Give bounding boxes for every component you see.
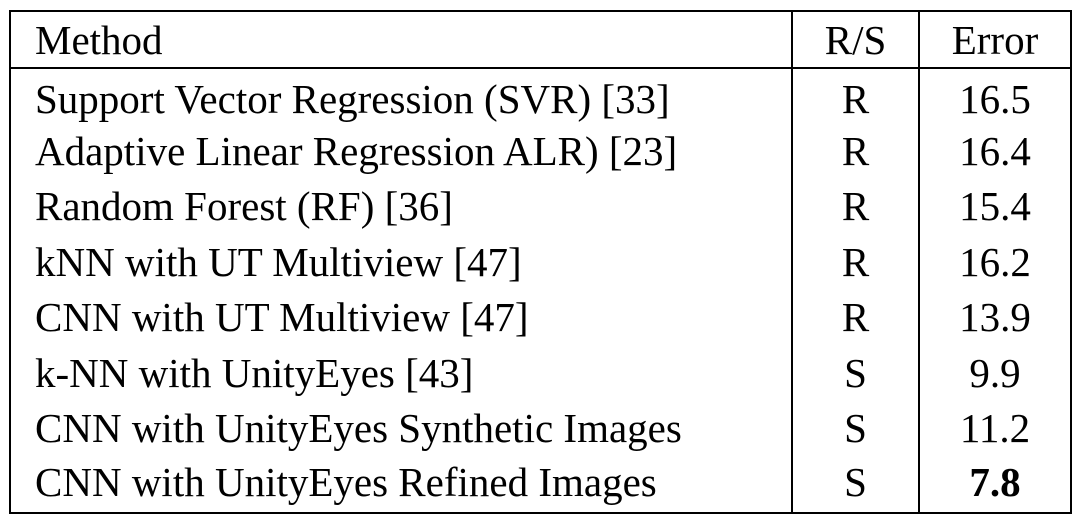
rs-cell: S <box>792 345 920 401</box>
header-rs: R/S <box>792 12 920 69</box>
method-cell: Adaptive Linear Regression ALR) [23] <box>11 123 793 179</box>
error-cell: 16.4 <box>959 127 1031 174</box>
error-cell: 9.9 <box>969 349 1021 396</box>
error-cell: 15.4 <box>959 183 1031 230</box>
table-row: CNN with UnityEyes Refined Images S 7.8 <box>11 456 1070 512</box>
rs-cell: R <box>792 234 920 290</box>
rs-cell: R <box>792 179 920 235</box>
header-method: Method <box>11 12 793 69</box>
header-row: Method R/S Error <box>11 12 1070 69</box>
error-cell: 11.2 <box>959 405 1031 452</box>
table-row: kNN with UT Multiview [47] R 16.2 <box>11 234 1070 290</box>
error-cell: 16.5 <box>959 75 1031 122</box>
method-cell: CNN with UnityEyes Refined Images <box>11 456 793 512</box>
best-error-cell: 7.8 <box>969 458 1021 505</box>
method-cell: Random Forest (RF) [36] <box>11 179 793 235</box>
method-cell: CNN with UT Multiview [47] <box>11 290 793 346</box>
table-row: Adaptive Linear Regression ALR) [23] R 1… <box>11 123 1070 179</box>
comparison-table: Method R/S Error Support Vector Regressi… <box>11 12 1070 512</box>
table-row: CNN with UT Multiview [47] R 13.9 <box>11 290 1070 346</box>
error-cell: 16.2 <box>959 238 1031 285</box>
table-row: Random Forest (RF) [36] R 15.4 <box>11 179 1070 235</box>
rs-cell: S <box>792 456 920 512</box>
results-table: Method R/S Error Support Vector Regressi… <box>9 10 1072 514</box>
error-cell: 13.9 <box>959 294 1031 341</box>
rs-cell: S <box>792 401 920 457</box>
method-cell: k-NN with UnityEyes [43] <box>11 345 793 401</box>
rs-cell: R <box>792 290 920 346</box>
table-row: Support Vector Regression (SVR) [33] R 1… <box>11 68 1070 124</box>
table-row: k-NN with UnityEyes [43] S 9.9 <box>11 345 1070 401</box>
table-row: CNN with UnityEyes Synthetic Images S 11… <box>11 401 1070 457</box>
rs-cell: R <box>792 68 920 124</box>
header-error: Error <box>919 12 1070 69</box>
method-cell: Support Vector Regression (SVR) [33] <box>11 68 793 124</box>
method-cell: CNN with UnityEyes Synthetic Images <box>11 401 793 457</box>
rs-cell: R <box>792 123 920 179</box>
method-cell: kNN with UT Multiview [47] <box>11 234 793 290</box>
